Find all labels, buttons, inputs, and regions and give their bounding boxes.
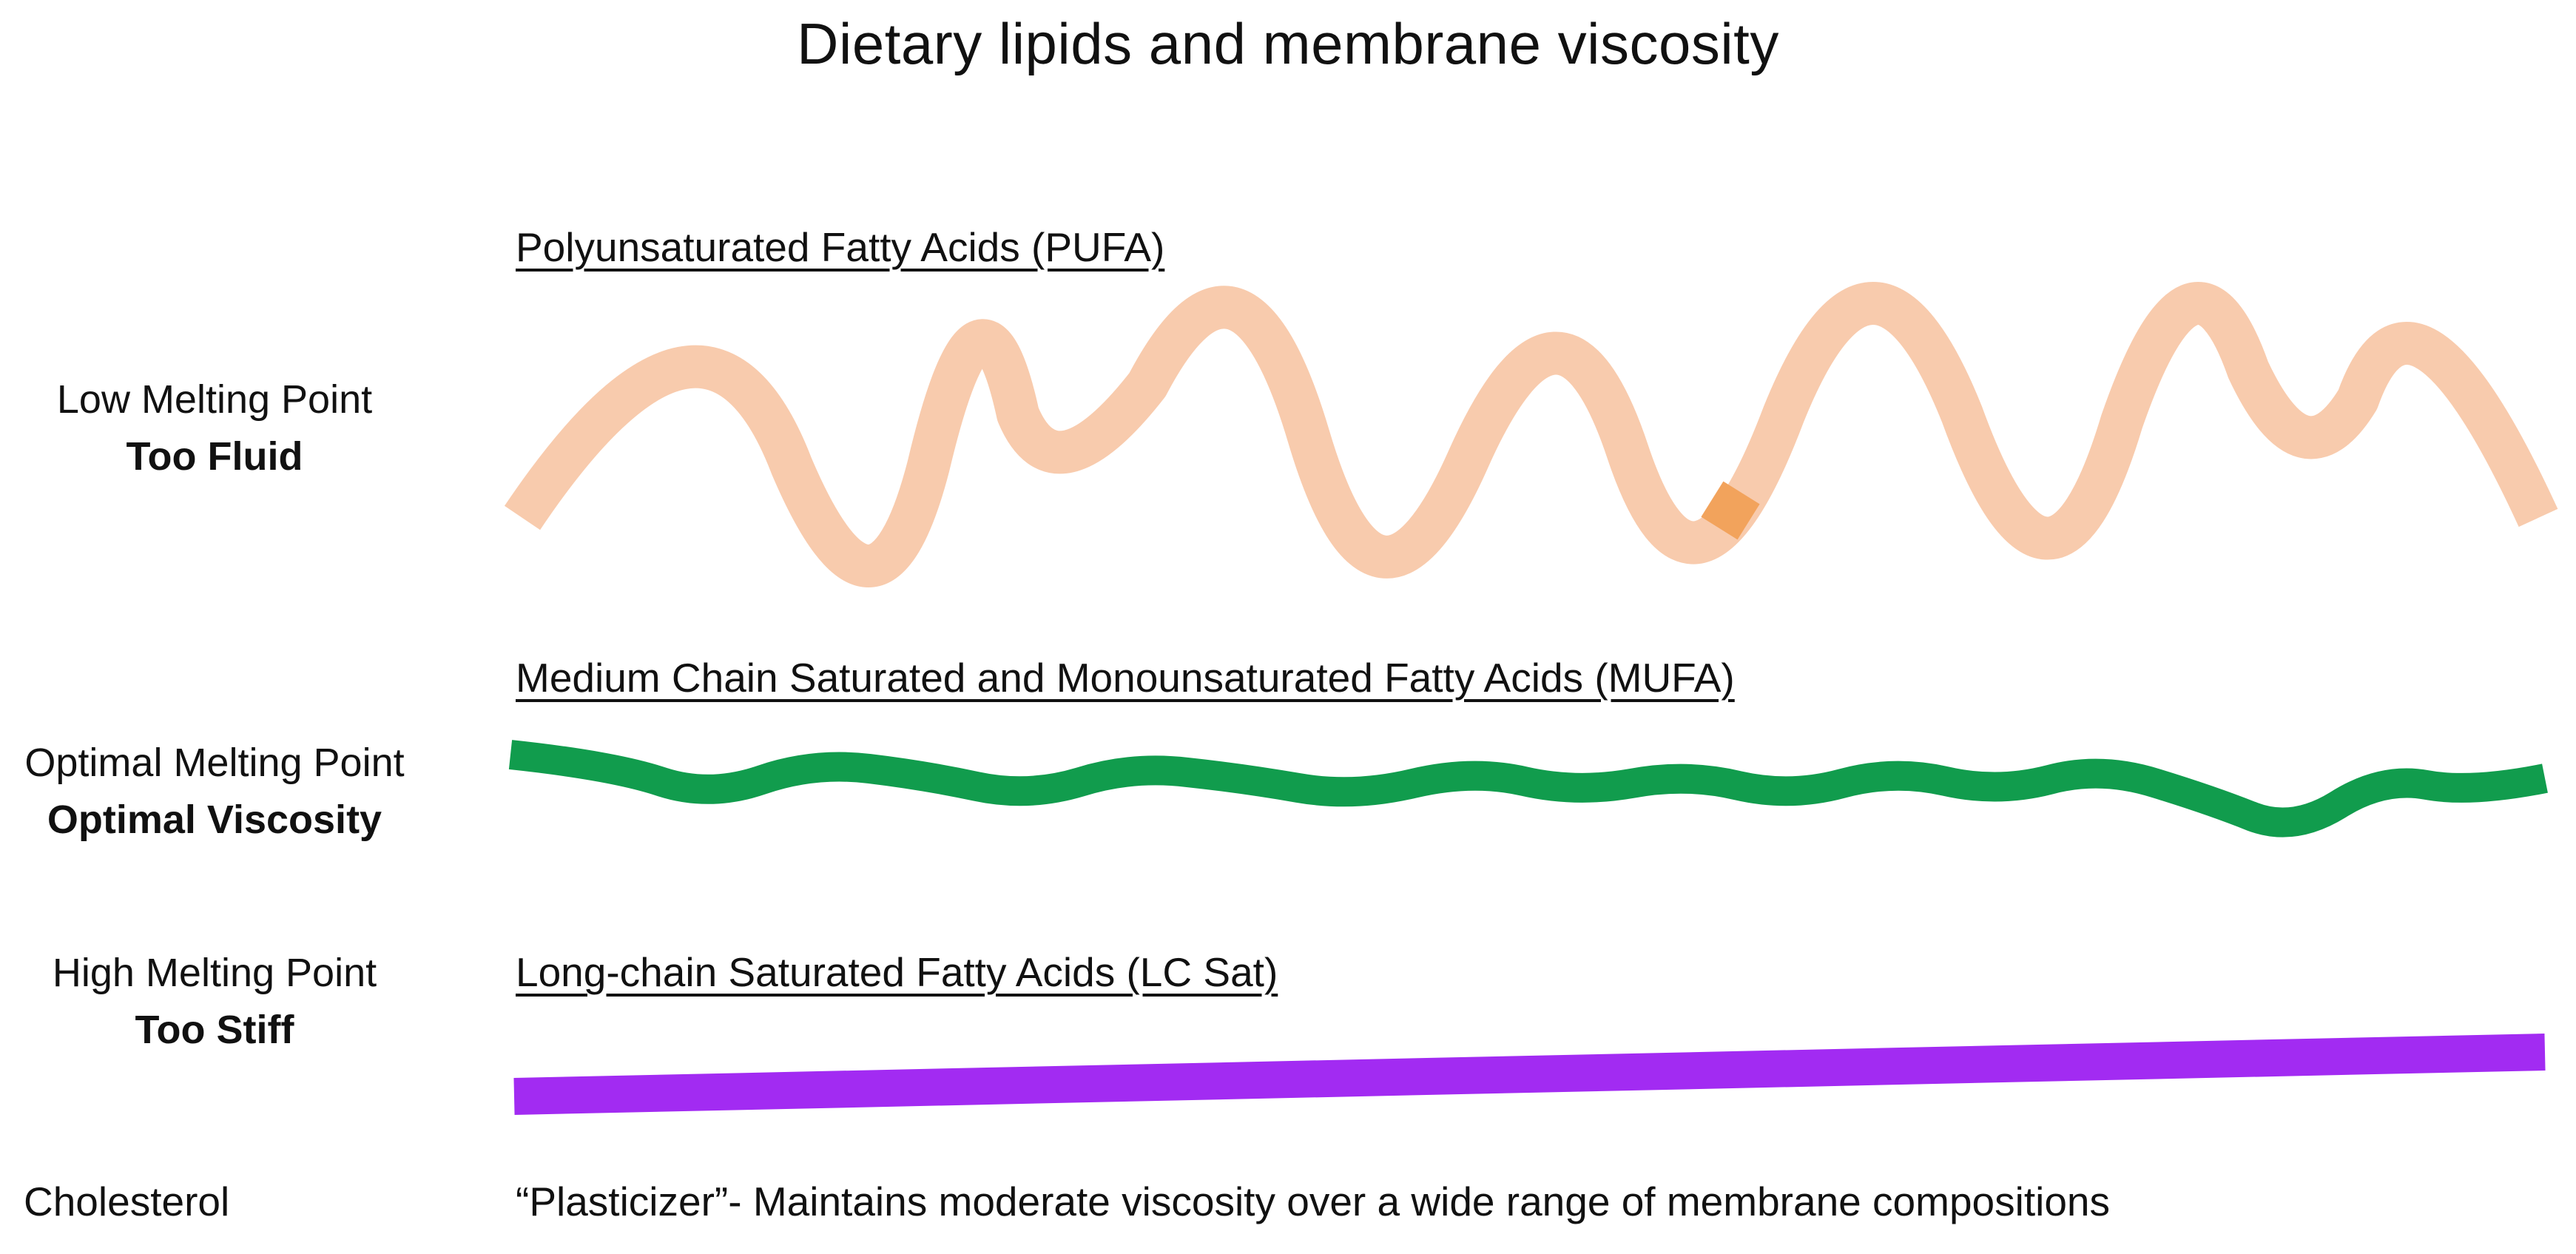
- label-line-2: Too Stiff: [135, 1008, 294, 1052]
- lcsat-heading: Long-chain Saturated Fatty Acids (LC Sat…: [516, 949, 1278, 995]
- label-line-2: Too Fluid: [126, 434, 303, 479]
- label-line-2: Optimal Viscosity: [47, 798, 382, 842]
- row-label-lcsat: High Melting Point Too Stiff: [0, 945, 429, 1059]
- label-line-1: Optimal Melting Point: [24, 741, 405, 785]
- mufa-heading: Medium Chain Saturated and Monounsaturat…: [516, 655, 1735, 701]
- pufa-wave: [504, 282, 2558, 587]
- diagram-title: Dietary lipids and membrane viscosity: [797, 11, 1779, 76]
- pufa-heading: Polyunsaturated Fatty Acids (PUFA): [516, 224, 1165, 270]
- lcsat-bar: [513, 1034, 2546, 1115]
- label-line-1: Low Melting Point: [56, 377, 373, 422]
- label-line-1: High Melting Point: [52, 951, 377, 995]
- row-label-mufa: Optimal Melting Point Optimal Viscosity: [0, 735, 429, 849]
- row-label-pufa: Low Melting Point Too Fluid: [0, 371, 429, 485]
- cholesterol-description: “Plasticizer”- Maintains moderate viscos…: [516, 1179, 2111, 1224]
- mufa-wave: [508, 740, 2548, 837]
- cholesterol-label: Cholesterol: [24, 1179, 230, 1224]
- pufa-wave-highlight: [1701, 481, 1760, 540]
